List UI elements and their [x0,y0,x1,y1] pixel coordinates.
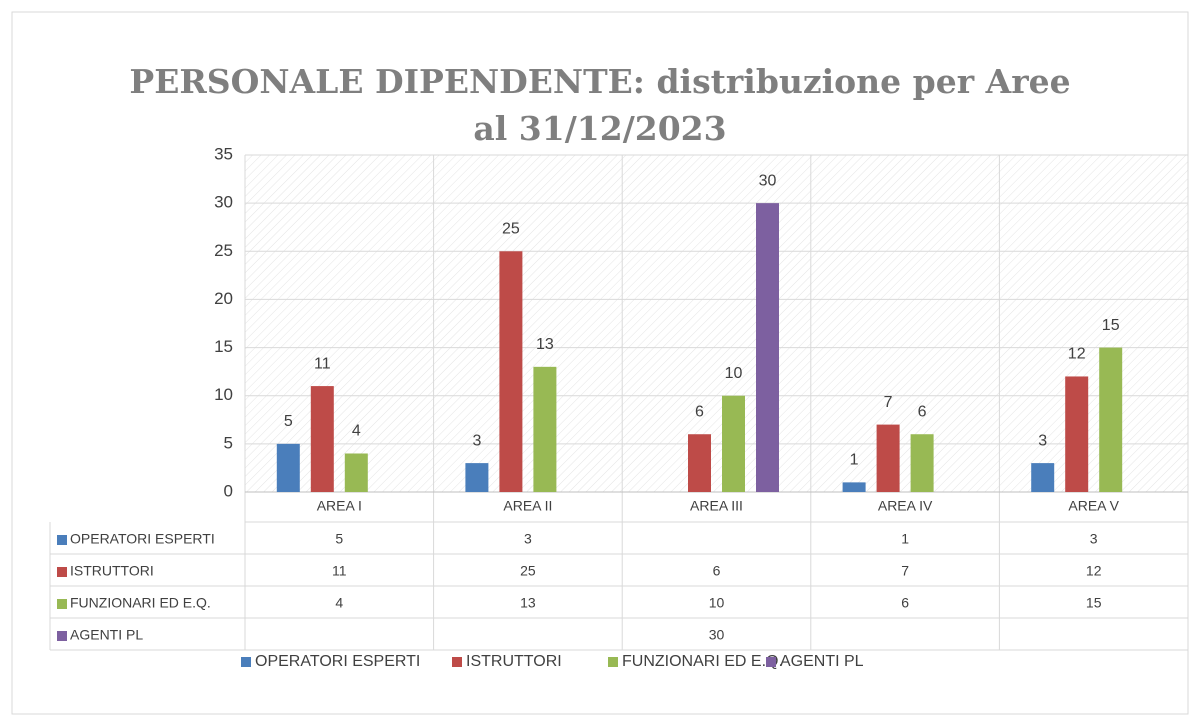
data-label: 6 [918,403,927,420]
table-cell: 7 [901,563,909,579]
table-cell: 3 [1090,531,1098,547]
y-tick-label: 30 [214,193,233,212]
y-tick-label: 20 [214,289,233,308]
data-label: 10 [725,365,743,382]
x-tick-label: AREA V [1068,498,1119,514]
table-legend-key [57,599,67,609]
table-cell: 15 [1086,595,1102,611]
data-label: 7 [884,394,893,411]
data-label: 11 [314,355,331,372]
x-tick-label: AREA III [690,498,743,514]
bar [1099,347,1123,492]
x-tick-label: AREA I [317,498,362,514]
x-tick-label: AREA IV [878,498,933,514]
table-cell: 25 [520,563,536,579]
bar [842,482,866,492]
bar [465,463,489,492]
data-label: 25 [502,221,520,238]
table-cell: 6 [901,595,909,611]
table-cell: 4 [335,595,343,611]
table-cell: 13 [520,595,536,611]
plot-area [245,155,1188,492]
table-row-label: ISTRUTTORI [70,563,154,579]
table-legend-key [57,535,67,545]
bar [1065,376,1089,492]
bar [876,424,900,492]
table-row-label: AGENTI PL [70,627,143,643]
table-cell: 11 [332,563,347,579]
y-tick-label: 35 [214,144,233,163]
data-label: 4 [352,423,361,440]
bar [344,453,368,492]
legend-label: FUNZIONARI ED E.Q. [622,653,783,670]
x-tick-label: AREA II [503,498,552,514]
table-cell: 10 [709,595,725,611]
bar [533,366,557,492]
bar [756,203,779,492]
y-tick-label: 15 [214,337,233,356]
table-row-label: OPERATORI ESPERTI [70,531,215,547]
data-label: 15 [1102,317,1120,334]
table-cell: 12 [1086,563,1102,579]
table-cell: 30 [709,627,725,643]
data-label: 5 [284,413,293,430]
y-tick-label: 25 [214,241,233,260]
y-tick-label: 5 [224,433,233,452]
legend-label: ISTRUTTORI [466,653,562,670]
data-label: 1 [850,452,859,469]
data-label: 12 [1068,346,1086,363]
table-cell: 1 [901,531,909,547]
y-tick-label: 10 [214,385,233,404]
bar [688,434,711,492]
legend-key [241,657,251,667]
y-tick-label: 0 [224,481,233,500]
table-legend-key [57,567,67,577]
chart-title: al 31/12/2023 [473,109,726,148]
bar [276,443,300,492]
chart-title: PERSONALE DIPENDENTE: distribuzione per … [129,62,1070,101]
table-legend-key [57,631,67,641]
data-label: 30 [759,172,777,189]
legend-label: AGENTI PL [780,653,864,670]
data-label: 6 [695,403,704,420]
table-cell: 6 [713,563,721,579]
bar [722,395,745,492]
bar [499,251,523,492]
legend-key [452,657,462,667]
table-cell: 5 [335,531,343,547]
legend-key [608,657,618,667]
data-label: 3 [472,432,481,449]
bar [1031,463,1055,492]
table-row-label: FUNZIONARI ED E.Q. [70,595,211,611]
data-label: 13 [536,336,554,353]
bar [310,386,334,492]
bar [910,434,934,492]
legend-label: OPERATORI ESPERTI [255,653,420,670]
table-cell: 3 [524,531,532,547]
data-label: 3 [1038,432,1047,449]
legend-key [766,657,776,667]
